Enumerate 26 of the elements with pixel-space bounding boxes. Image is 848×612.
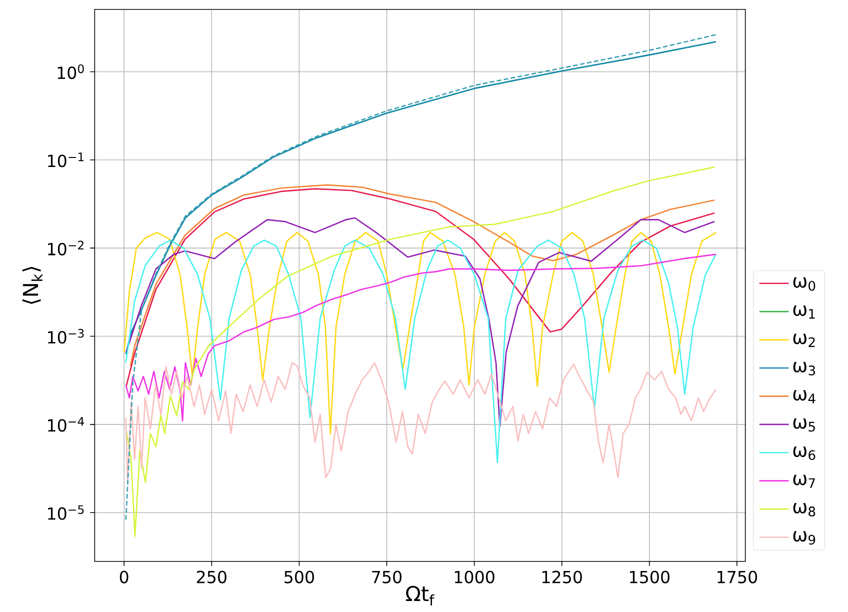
y-tick-label: 10$^{−3}$ xyxy=(48,328,84,344)
x-tick-label: 1750 xyxy=(718,570,758,584)
y-tick-label: 10$^{−1}$ xyxy=(48,152,84,168)
legend-label: ω$_{6}$ xyxy=(793,446,816,460)
x-tick-label: 250 xyxy=(196,570,226,584)
legend-label: ω$_{2}$ xyxy=(793,334,815,347)
x-tick-label: 1000 xyxy=(454,570,494,584)
x-axis-title: Ωt$_{f}$ xyxy=(406,586,434,606)
legend-label: ω$_{4}$ xyxy=(793,390,816,404)
x-tick-label: 1500 xyxy=(630,570,670,584)
y-tick-label: 10$^{0}$ xyxy=(58,64,84,80)
x-tick-label: 500 xyxy=(284,570,314,584)
y-tick-label: 10$^{−4}$ xyxy=(48,417,84,432)
legend-label: ω$_{1}$ xyxy=(793,305,815,319)
x-tick-label: 1250 xyxy=(542,570,582,584)
legend-label: ω$_{8}$ xyxy=(793,502,816,516)
legend-label: ω$_{0}$ xyxy=(793,277,816,291)
legend-label: ω$_{3}$ xyxy=(793,362,815,376)
x-tick-label: 750 xyxy=(372,570,402,584)
legend-label: ω$_{9}$ xyxy=(793,531,816,545)
x-tick-label: 0 xyxy=(120,570,128,584)
y-tick-label: 10$^{−2}$ xyxy=(48,240,84,256)
y-axis-title: ⟨N$_{k}$⟩ xyxy=(22,266,42,304)
legend-label: ω$_{7}$ xyxy=(793,474,815,488)
legend-label: ω$_{5}$ xyxy=(793,418,815,432)
y-tick-label: 10$^{−5}$ xyxy=(48,505,84,520)
